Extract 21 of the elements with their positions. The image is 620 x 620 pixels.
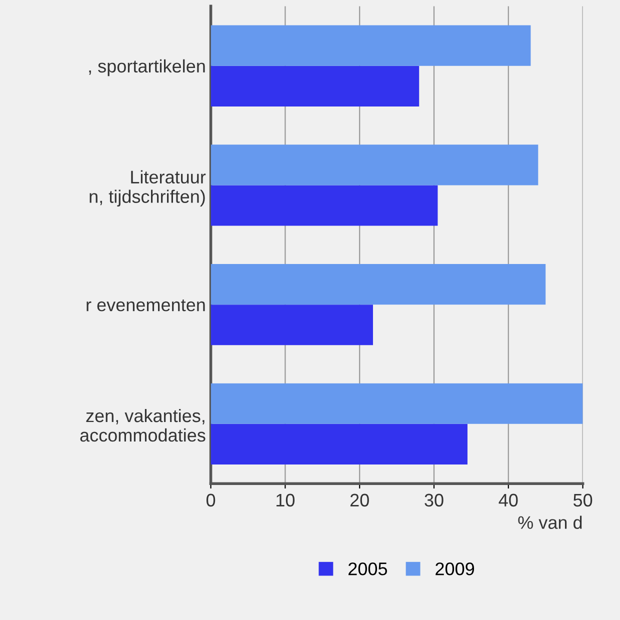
- legend-label: 2005: [348, 562, 388, 576]
- bar: [210, 383, 583, 424]
- x-tick-label: 30: [424, 494, 444, 507]
- bar: [210, 264, 546, 305]
- x-axis-title: % van d: [518, 516, 582, 529]
- bar: [210, 424, 468, 465]
- bar: [210, 185, 438, 226]
- bar: [210, 66, 420, 106]
- legend-label: 2009: [436, 562, 474, 576]
- y-tick-label: zen, vakanties, accommodaties: [80, 408, 206, 442]
- y-tick-label: r evenementen: [86, 299, 205, 312]
- bar: [210, 25, 531, 66]
- x-tick-label: 10: [276, 494, 295, 507]
- y-tick-label: Literatuur n, tijdschriften): [90, 170, 206, 207]
- x-tick-label: 50: [573, 494, 592, 507]
- bar: [210, 144, 538, 186]
- x-tick-label: 20: [350, 494, 369, 507]
- x-tick-label: 0: [206, 494, 216, 507]
- y-tick-label: , sportartikelen: [89, 59, 205, 76]
- x-tick-label: 40: [498, 494, 518, 507]
- bar: [210, 304, 373, 346]
